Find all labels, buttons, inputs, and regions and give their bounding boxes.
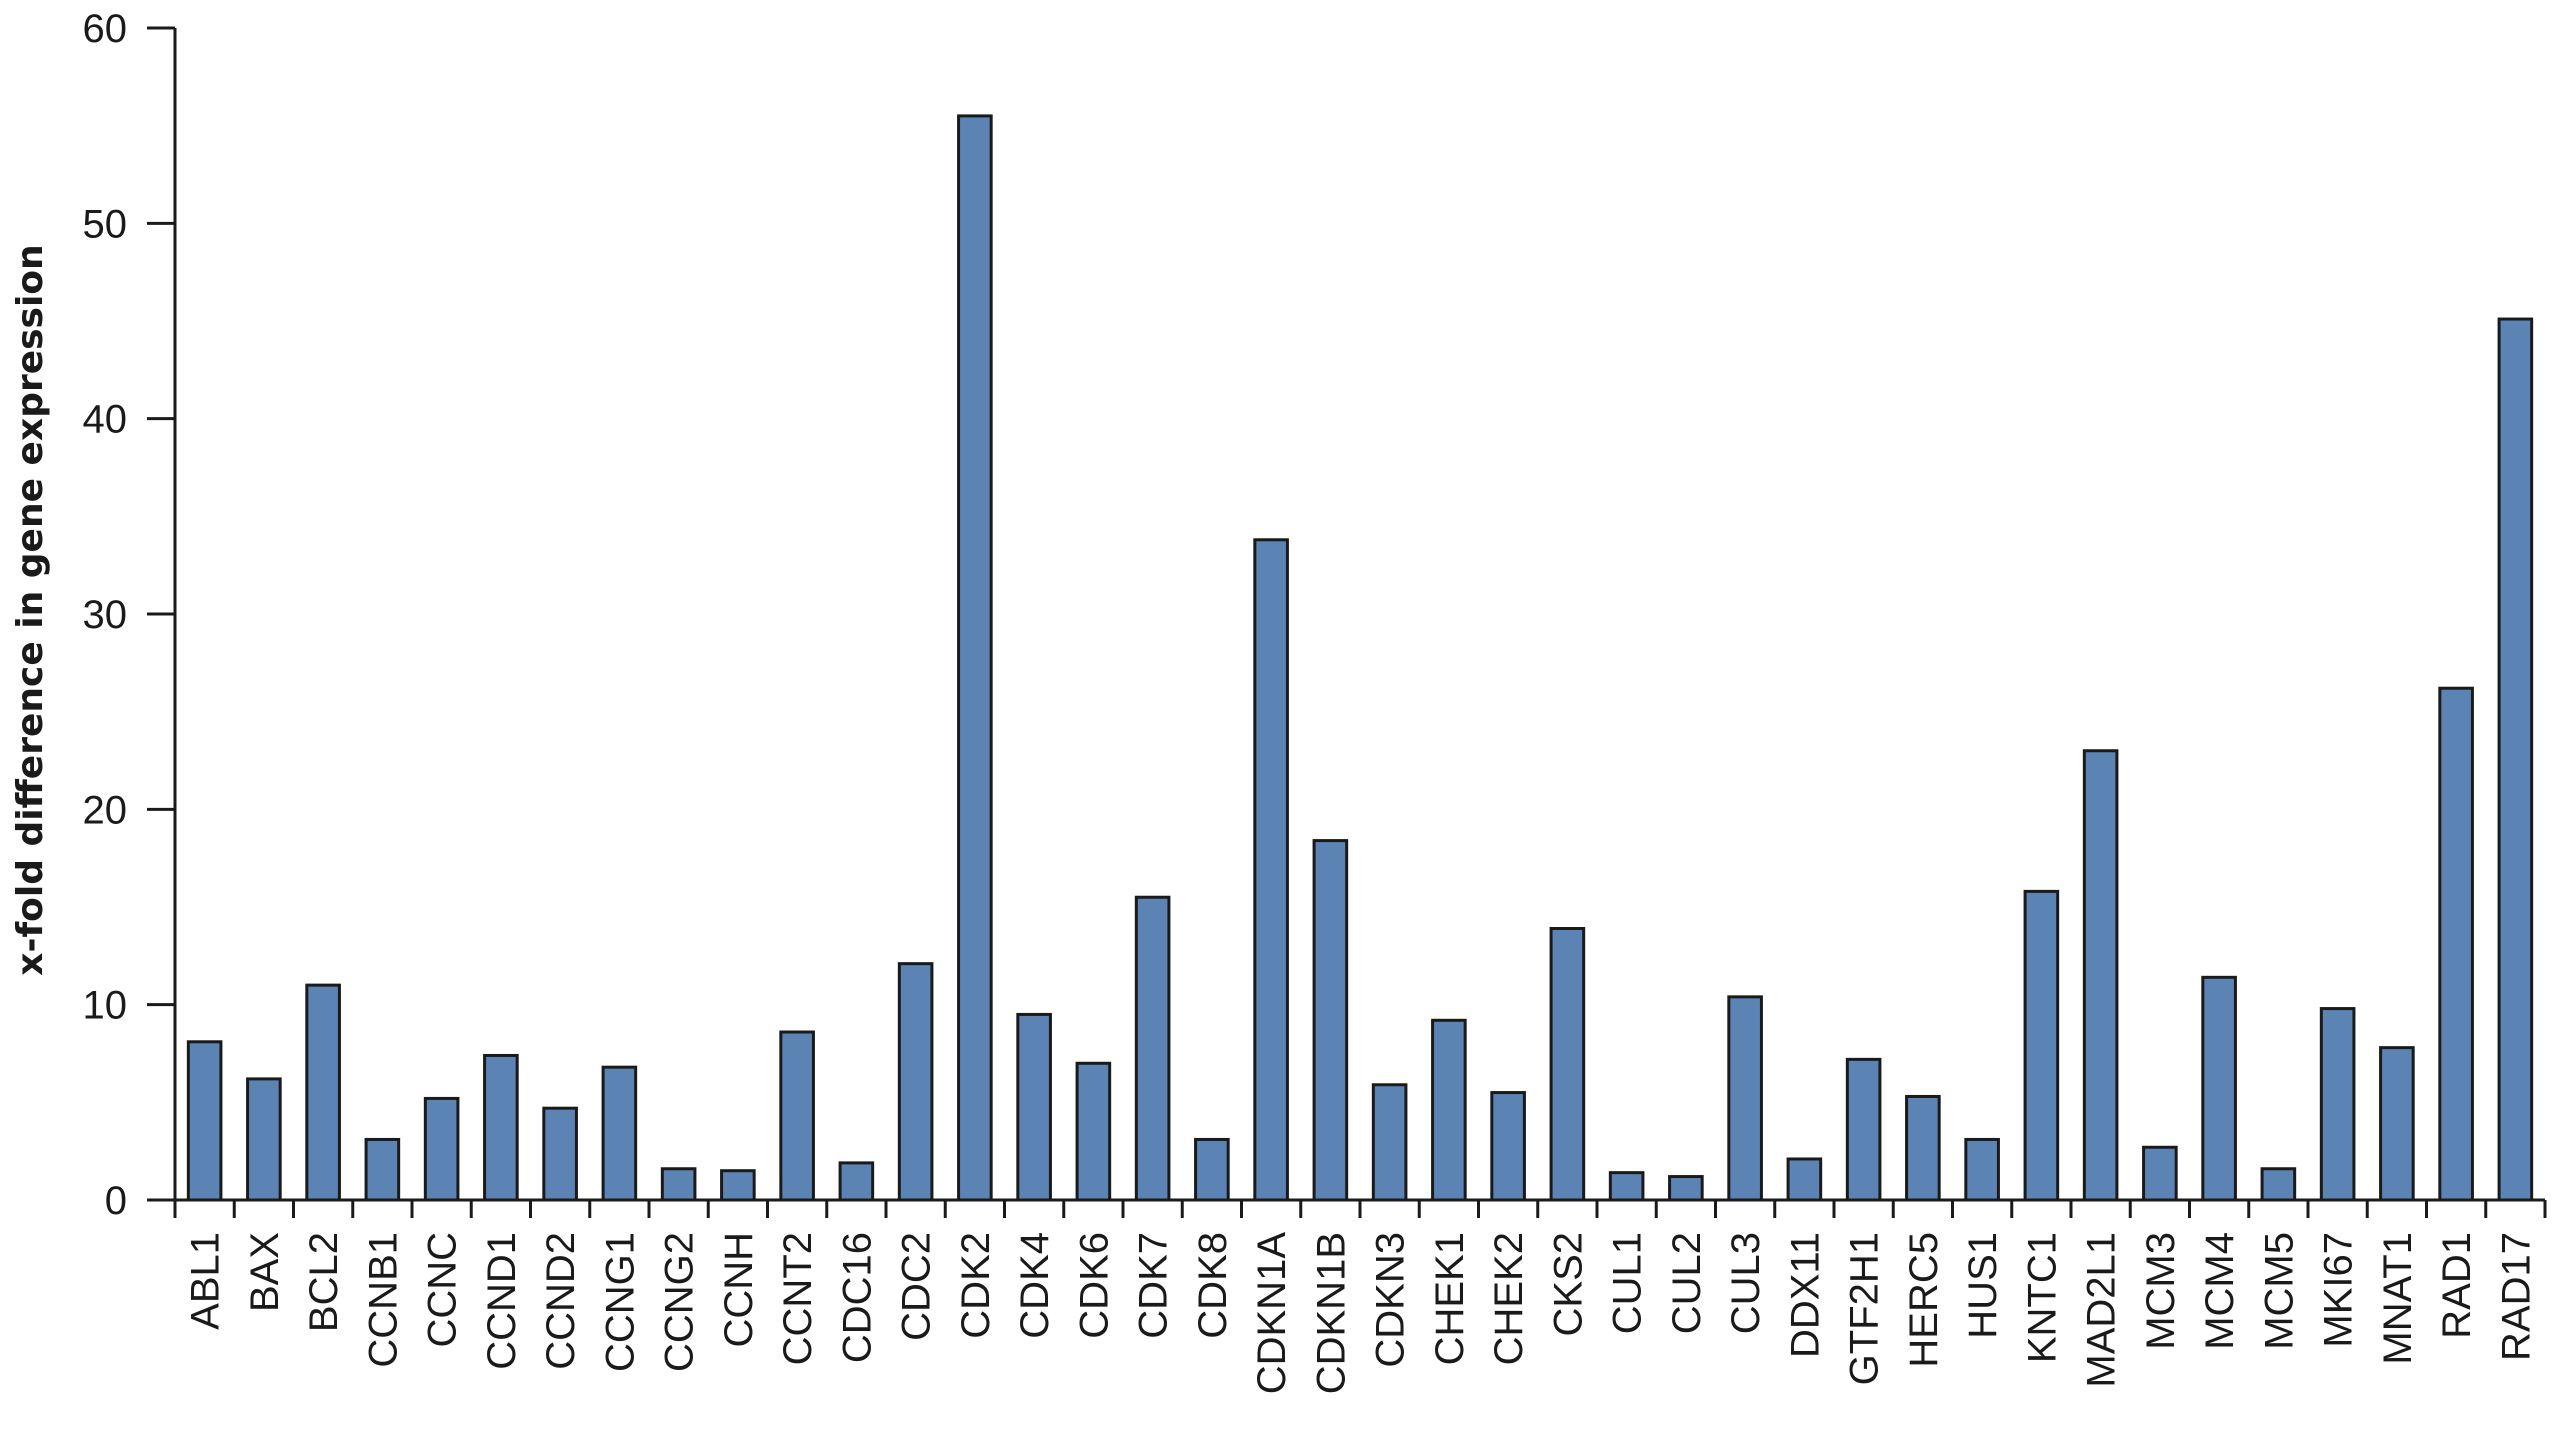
bar-mad2l1 (2082, 749, 2119, 1202)
y-tick-label: 0 (105, 1179, 127, 1223)
bar-mcm3 (2142, 1145, 2178, 1202)
category-label: CCNG1 (598, 1232, 642, 1372)
category-label: RAD1 (2435, 1232, 2479, 1339)
bar-ddx11 (1786, 1157, 1823, 1202)
bar-ccnt2 (779, 1030, 815, 1202)
bar-ccnd1 (483, 1053, 519, 1202)
bar-cks2 (1549, 926, 1586, 1202)
category-label: KNTC1 (2020, 1232, 2064, 1363)
category-label: CKS2 (1546, 1232, 1590, 1337)
category-label: CDK7 (1132, 1232, 1176, 1339)
bar-cdk7 (1134, 895, 1171, 1202)
category-label: ABL1 (184, 1232, 228, 1330)
x-axis (173, 1198, 2547, 1218)
bar-cul3 (1727, 995, 1763, 1202)
category-label: DDX11 (1783, 1232, 1827, 1358)
bar-ccng2 (660, 1167, 697, 1202)
category-label: BCL2 (302, 1232, 346, 1332)
category-label: CDKN3 (1369, 1232, 1413, 1368)
bar-cdk8 (1194, 1137, 1230, 1202)
category-label: CDK8 (1191, 1232, 1235, 1339)
category-label: CDK4 (1013, 1232, 1057, 1339)
bar-cul2 (1668, 1175, 1704, 1202)
bar-mnat1 (2379, 1046, 2415, 1202)
category-label: CDKN1A (1250, 1232, 1294, 1395)
category-label: MNAT1 (2376, 1232, 2420, 1365)
y-tick-label: 30 (83, 593, 128, 637)
category-label: CCNH (717, 1232, 761, 1348)
category-label: CHEK2 (1487, 1232, 1531, 1365)
category-label: CCNB1 (361, 1232, 405, 1368)
y-axis-title: x-fold difference in gene expression (10, 244, 51, 975)
y-tick-label: 10 (83, 984, 128, 1028)
category-label: CCND2 (539, 1232, 583, 1370)
bar-bcl2 (305, 983, 341, 1202)
category-label: CHEK1 (1428, 1232, 1472, 1365)
category-label: CCNT2 (776, 1232, 820, 1365)
y-tick-label: 20 (83, 788, 128, 832)
bar-bax (246, 1077, 282, 1202)
bar-kntc1 (2023, 889, 2060, 1202)
bar-rad1 (2438, 686, 2474, 1202)
category-label: BAX (243, 1232, 287, 1312)
bar-mcm5 (2260, 1167, 2297, 1202)
bar-rad17 (2497, 317, 2534, 1202)
bar-mcm4 (2201, 975, 2237, 1202)
bar-ccnb1 (364, 1137, 401, 1202)
category-label: MKI67 (2317, 1232, 2361, 1348)
bar-cdkn1b (1312, 839, 1349, 1202)
bar-cul1 (1608, 1171, 1645, 1202)
bar-abl1 (186, 1040, 223, 1202)
bar-ccng1 (601, 1065, 638, 1202)
bar-cdk4 (1016, 1012, 1052, 1202)
category-label: CDC2 (895, 1232, 939, 1341)
bar-chek2 (1490, 1091, 1526, 1202)
bar-cdkn1a (1253, 538, 1289, 1202)
bar-hus1 (1964, 1137, 2000, 1202)
category-labels: ABL1 BAX BCL2 CCNB1 CCNC CCND1 CCND2 CCNG1 CCNG2… (184, 1232, 2539, 1395)
category-label: HUS1 (1961, 1232, 2005, 1339)
category-label: CUL2 (1665, 1232, 1709, 1334)
y-tick-label: 50 (83, 202, 128, 246)
category-label: CDK6 (1072, 1232, 1116, 1339)
y-axis: 0 10 20 30 40 50 60 (83, 7, 177, 1223)
category-label: MCM5 (2257, 1232, 2301, 1350)
category-label: RAD17 (2494, 1232, 2538, 1361)
bar-ccnh (720, 1169, 756, 1202)
y-tick-label: 60 (83, 7, 128, 51)
bar-cdc2 (897, 962, 934, 1202)
bar-gtf2h1 (1845, 1057, 1882, 1202)
category-label: CUL1 (1606, 1232, 1650, 1334)
bar-cdc16 (838, 1161, 875, 1202)
bar-herc5 (1905, 1094, 1941, 1202)
category-label: HERC5 (1902, 1232, 1946, 1368)
category-label: CUL3 (1724, 1232, 1768, 1334)
bar-chek1 (1431, 1018, 1467, 1202)
bar-cdk6 (1075, 1061, 1112, 1202)
category-label: CDK2 (954, 1232, 998, 1339)
category-label: CCNG2 (658, 1232, 702, 1372)
bars-group (186, 114, 2534, 1202)
category-label: CDC16 (835, 1232, 879, 1363)
bar-ccnd2 (542, 1106, 578, 1202)
category-label: CDKN1B (1309, 1232, 1353, 1394)
bar-cdk2 (957, 114, 993, 1202)
category-label: GTF2H1 (1843, 1232, 1887, 1385)
bar-cdkn3 (1371, 1083, 1408, 1202)
category-label: CCNC (421, 1232, 465, 1348)
bar-ccnc (423, 1096, 460, 1202)
category-label: MCM4 (2198, 1232, 2242, 1350)
bar-mki67 (2319, 1007, 2356, 1202)
y-tick-label: 40 (83, 398, 128, 442)
category-label: MAD2L1 (2080, 1232, 2124, 1388)
category-label: MCM3 (2139, 1232, 2183, 1350)
category-label: CCND1 (480, 1232, 524, 1370)
